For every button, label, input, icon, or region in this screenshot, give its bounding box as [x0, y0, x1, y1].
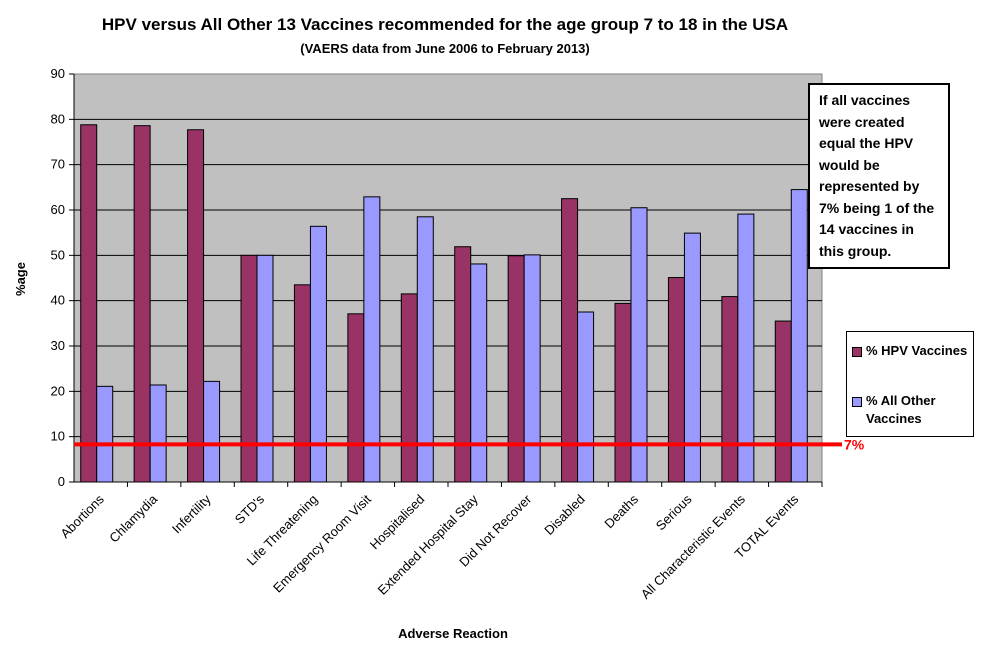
- bar-other: [416, 216, 434, 483]
- bar-other: [630, 207, 648, 483]
- bar-hpv: [293, 284, 311, 483]
- bar-hpv: [721, 296, 739, 483]
- bar-hpv: [347, 313, 365, 483]
- y-tick-label: 0: [58, 474, 65, 489]
- legend-swatch-other: [852, 397, 862, 407]
- y-tick-label: 10: [51, 429, 65, 444]
- chart-title: HPV versus All Other 13 Vaccines recomme…: [102, 15, 788, 34]
- bar-other: [523, 254, 541, 483]
- bar-other: [96, 385, 114, 483]
- x-tick-label: Serious: [653, 491, 695, 533]
- plot-area: [73, 73, 823, 483]
- x-tick-label: Infertility: [169, 491, 214, 536]
- bar-other: [149, 384, 167, 483]
- bar-other: [363, 196, 381, 483]
- bar-hpv: [561, 198, 579, 483]
- chart-subtitle: (VAERS data from June 2006 to February 2…: [300, 41, 589, 56]
- bars: [80, 124, 808, 483]
- annotation-box: If all vaccines were created equal the H…: [808, 83, 950, 269]
- legend-label-hpv: % HPV Vaccines: [866, 343, 968, 358]
- bar-hpv: [187, 129, 205, 483]
- bar-hpv: [240, 254, 258, 483]
- x-tick-label: Deaths: [601, 491, 641, 531]
- annotation-text: If all vaccines were created equal the H…: [819, 92, 935, 259]
- y-tick-label: 70: [51, 157, 65, 172]
- legend: % HPV Vaccines % All Other Vaccines: [846, 331, 974, 437]
- x-tick-label: STD's: [232, 491, 268, 527]
- x-tick-label: Disabled: [541, 492, 587, 538]
- bar-other: [790, 189, 808, 483]
- bar-hpv: [507, 255, 525, 483]
- x-tick-label: Emergency Room Visit: [270, 491, 374, 595]
- x-tick-label: All Characteristic Events: [638, 491, 749, 602]
- bar-hpv: [614, 302, 632, 483]
- legend-label-other: % All Other Vaccines: [866, 393, 936, 426]
- y-tick-label: 30: [51, 338, 65, 353]
- x-tick-label: Chlamydia: [106, 491, 161, 546]
- legend-swatch-hpv: [852, 347, 862, 357]
- bar-other: [203, 380, 221, 483]
- bar-hpv: [133, 125, 151, 483]
- y-tick-label: 60: [51, 202, 65, 217]
- x-axis-label: Adverse Reaction: [398, 626, 508, 641]
- bar-hpv: [400, 293, 418, 483]
- y-tick-label: 80: [51, 111, 65, 126]
- bar-other: [577, 311, 595, 483]
- bar-hpv: [80, 124, 98, 483]
- bar-hpv: [774, 320, 792, 483]
- bar-hpv: [454, 246, 472, 483]
- x-tick-label: Abortions: [57, 491, 107, 541]
- bar-other: [256, 254, 274, 483]
- y-tick-label: 40: [51, 293, 65, 308]
- x-tick-label: Extended Hospital Stay: [375, 491, 482, 598]
- bar-other: [737, 213, 755, 483]
- y-tick-label: 20: [51, 383, 65, 398]
- y-tick-label: 90: [51, 66, 65, 81]
- reference-line-label: 7%: [844, 436, 865, 452]
- y-axis-label: %age: [13, 262, 28, 296]
- y-tick-label: 50: [51, 247, 65, 262]
- reference-line-group: 7%: [74, 436, 865, 452]
- bar-other: [470, 263, 488, 483]
- bar-hpv: [667, 277, 685, 483]
